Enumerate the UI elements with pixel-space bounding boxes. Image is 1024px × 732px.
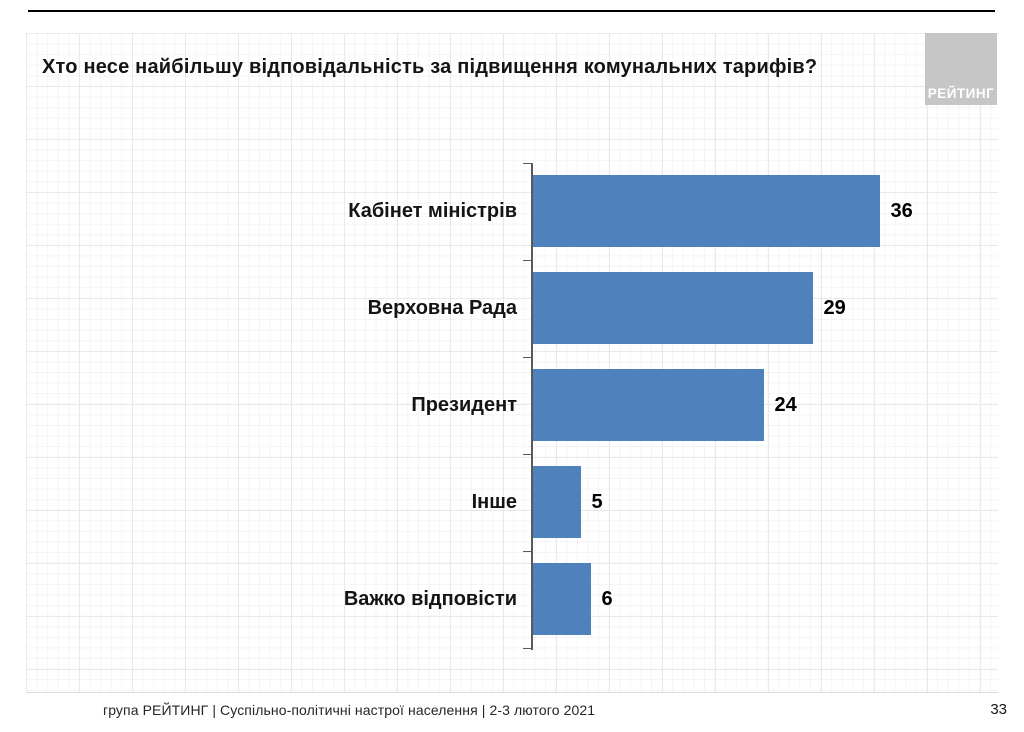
bar [532, 175, 880, 247]
category-label: Верховна Рада [367, 297, 517, 319]
category-label: Кабінет міністрів [348, 200, 517, 222]
bar-value-label: 36 [890, 200, 913, 222]
rating-logo-label: РЕЙТИНГ [927, 86, 995, 101]
axis-tick [523, 647, 531, 649]
category-label: Важко відповісти [343, 588, 517, 610]
bar-value-label: 6 [601, 588, 613, 610]
bar [532, 272, 813, 344]
rating-group-logo: РЕЙТИНГ [925, 33, 997, 105]
top-rule [28, 10, 995, 12]
slide-content-background [26, 33, 998, 693]
category-label: Президент [411, 394, 517, 416]
bar [532, 369, 764, 441]
chart-title: Хто несе найбільшу відповідальність за п… [42, 56, 818, 78]
chart-axis-line [531, 163, 533, 650]
category-label: Інше [471, 491, 517, 513]
axis-tick [523, 356, 531, 358]
page-number: 33 [990, 701, 1007, 718]
axis-tick [523, 453, 531, 455]
bar-value-label: 5 [591, 491, 603, 513]
bar-value-label: 29 [823, 297, 846, 319]
footer-source-text: група РЕЙТИНГ | Суспільно-політичні наст… [103, 702, 596, 718]
axis-tick [523, 162, 531, 164]
bar [532, 563, 591, 635]
bar [532, 466, 581, 538]
bar-value-label: 24 [774, 394, 797, 416]
axis-tick [523, 550, 531, 552]
axis-tick [523, 259, 531, 261]
